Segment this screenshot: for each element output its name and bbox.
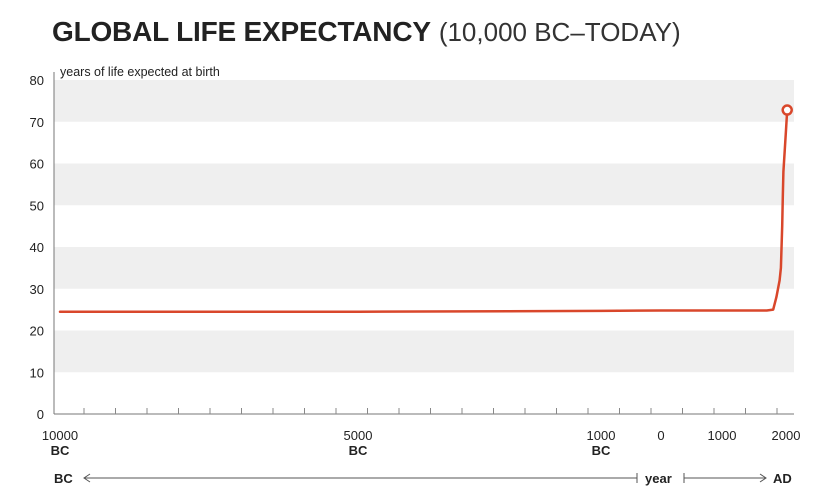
chart-title-main: GLOBAL LIFE EXPECTANCY [52,16,431,47]
y-tick-label: 60 [30,157,44,172]
era-label-bc: BC [54,471,73,486]
era-arrow-bc [83,473,638,483]
x-tick-label: 0 [657,428,664,443]
latest-value-marker [781,104,793,116]
series-layer [58,104,793,313]
y-axis-ticks: 0 10 20 30 40 50 60 70 80 [30,73,44,422]
grid-band [54,163,794,206]
y-tick-label: 70 [30,115,44,130]
y-tick-label: 80 [30,73,44,88]
grid-band [54,330,794,373]
x-tick-era-label: BC [349,443,368,458]
y-tick-label: 10 [30,365,44,380]
axes [53,72,794,415]
x-tick-era-label: BC [51,443,70,458]
era-label-ad: AD [773,471,792,486]
x-tick-label: 1000 [708,428,737,443]
grid-band [54,80,794,122]
chart-title: GLOBAL LIFE EXPECTANCY (10,000 BC–TODAY) [52,14,681,50]
era-arrow-ad [683,473,767,483]
x-axis-label: year [645,471,672,486]
x-tick-era-label: BC [592,443,611,458]
x-tick-label: 5000 [344,428,373,443]
y-tick-label: 20 [30,324,44,339]
y-tick-label: 0 [37,407,44,422]
x-tick-label: 1000 [587,428,616,443]
x-tick-label: 2000 [772,428,801,443]
chart-subtitle: (10,000 BC–TODAY) [438,17,681,47]
life-expectancy-line [58,108,789,313]
y-tick-label: 40 [30,240,44,255]
y-tick-label: 30 [30,282,44,297]
grid-band [54,247,794,289]
y-axis-label: years of life expected at birth [60,65,220,79]
x-tick-label: 10000 [42,428,78,443]
y-tick-label: 50 [30,198,44,213]
grid-bands [54,80,794,373]
era-axis: BC year AD [54,471,792,486]
